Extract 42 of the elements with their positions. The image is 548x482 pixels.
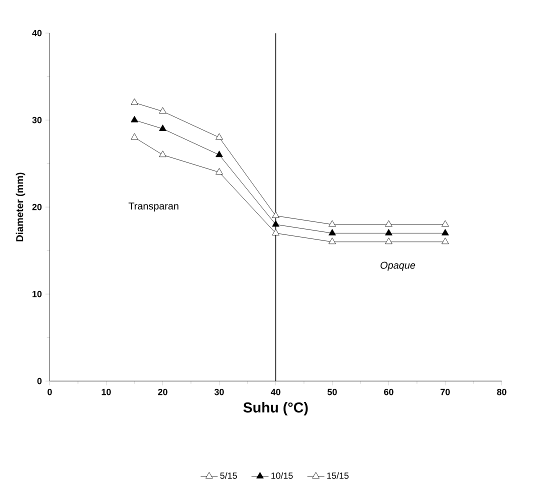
point	[442, 220, 449, 227]
y-tick-label: 40	[32, 30, 42, 36]
point	[216, 133, 223, 140]
x-tick-label: 30	[214, 388, 224, 396]
point	[130, 116, 138, 122]
point	[272, 212, 280, 218]
x-tick-label: 80	[497, 388, 506, 396]
annotation: Transparan	[128, 202, 178, 212]
point	[328, 220, 336, 227]
x-tick-label: 20	[158, 388, 168, 396]
point	[272, 220, 280, 227]
x-tick-label: 10	[102, 388, 111, 396]
point	[385, 220, 392, 227]
annotation: Opaque	[380, 262, 416, 271]
point	[159, 150, 166, 158]
x-tick-label: 50	[328, 388, 337, 396]
point	[328, 228, 336, 236]
point	[442, 238, 449, 244]
x-tick-label: 0	[48, 388, 52, 396]
y-tick-label: 10	[32, 290, 42, 298]
point	[216, 168, 223, 174]
y-tick-label: 0	[37, 378, 42, 384]
point	[442, 228, 449, 236]
x-tick-label: 60	[384, 388, 394, 396]
x-axis-title: Suhu (°C)	[243, 402, 308, 416]
x-tick-label: 40	[270, 388, 280, 396]
y-axis-title: Diameter (mm)	[16, 172, 26, 242]
y-tick-label: 30	[32, 116, 42, 124]
legend-label: 5/15	[220, 472, 237, 479]
legend-label: 15/15	[327, 472, 349, 479]
point	[159, 107, 166, 114]
point	[328, 238, 336, 244]
point	[385, 238, 392, 244]
point	[130, 133, 138, 140]
point	[159, 124, 166, 131]
point	[130, 98, 138, 105]
point	[272, 228, 280, 236]
point	[216, 150, 223, 158]
x-tick-label: 70	[440, 388, 450, 396]
point	[385, 228, 392, 236]
y-tick-label: 20	[32, 204, 42, 210]
legend-label: 10/15	[271, 472, 293, 479]
